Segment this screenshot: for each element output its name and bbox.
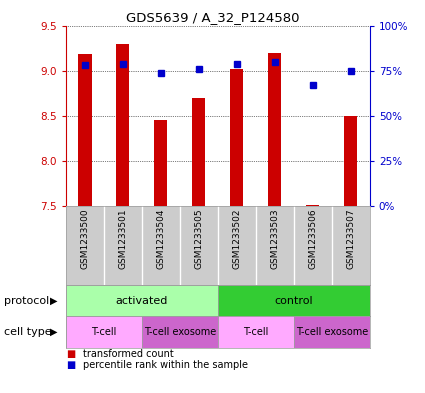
Bar [66,316,142,348]
Text: GSM1233504: GSM1233504 [156,209,165,269]
Text: GDS5639 / A_32_P124580: GDS5639 / A_32_P124580 [126,11,299,24]
Bar [78,55,91,206]
Text: ■: ■ [66,360,75,371]
Text: ▶: ▶ [50,296,58,306]
Bar [116,44,130,206]
Text: cell type: cell type [4,327,52,337]
Bar [154,121,167,206]
Text: GSM1233505: GSM1233505 [194,209,203,269]
Bar [294,316,370,348]
Text: GSM1233501: GSM1233501 [118,209,127,269]
Bar [230,69,244,206]
Text: control: control [275,296,313,306]
Bar [192,98,205,206]
Text: T-cell exosome: T-cell exosome [296,327,368,337]
Text: T-cell: T-cell [243,327,269,337]
Text: GSM1233500: GSM1233500 [80,209,89,269]
Text: GSM1233506: GSM1233506 [308,209,317,269]
Text: ■: ■ [66,349,75,359]
Bar [66,285,218,316]
Text: GSM1233507: GSM1233507 [346,209,355,269]
Text: protocol: protocol [4,296,49,306]
Bar [344,116,357,206]
Bar [306,204,320,206]
Text: GSM1233503: GSM1233503 [270,209,279,269]
Text: transformed count: transformed count [83,349,174,359]
Bar [218,316,294,348]
Bar [142,316,218,348]
Text: T-cell: T-cell [91,327,116,337]
Text: ▶: ▶ [50,327,58,337]
Bar [218,285,370,316]
Text: T-cell exosome: T-cell exosome [144,327,216,337]
Text: GSM1233502: GSM1233502 [232,209,241,269]
Bar [268,53,281,206]
Text: percentile rank within the sample: percentile rank within the sample [83,360,248,371]
Text: activated: activated [116,296,168,306]
